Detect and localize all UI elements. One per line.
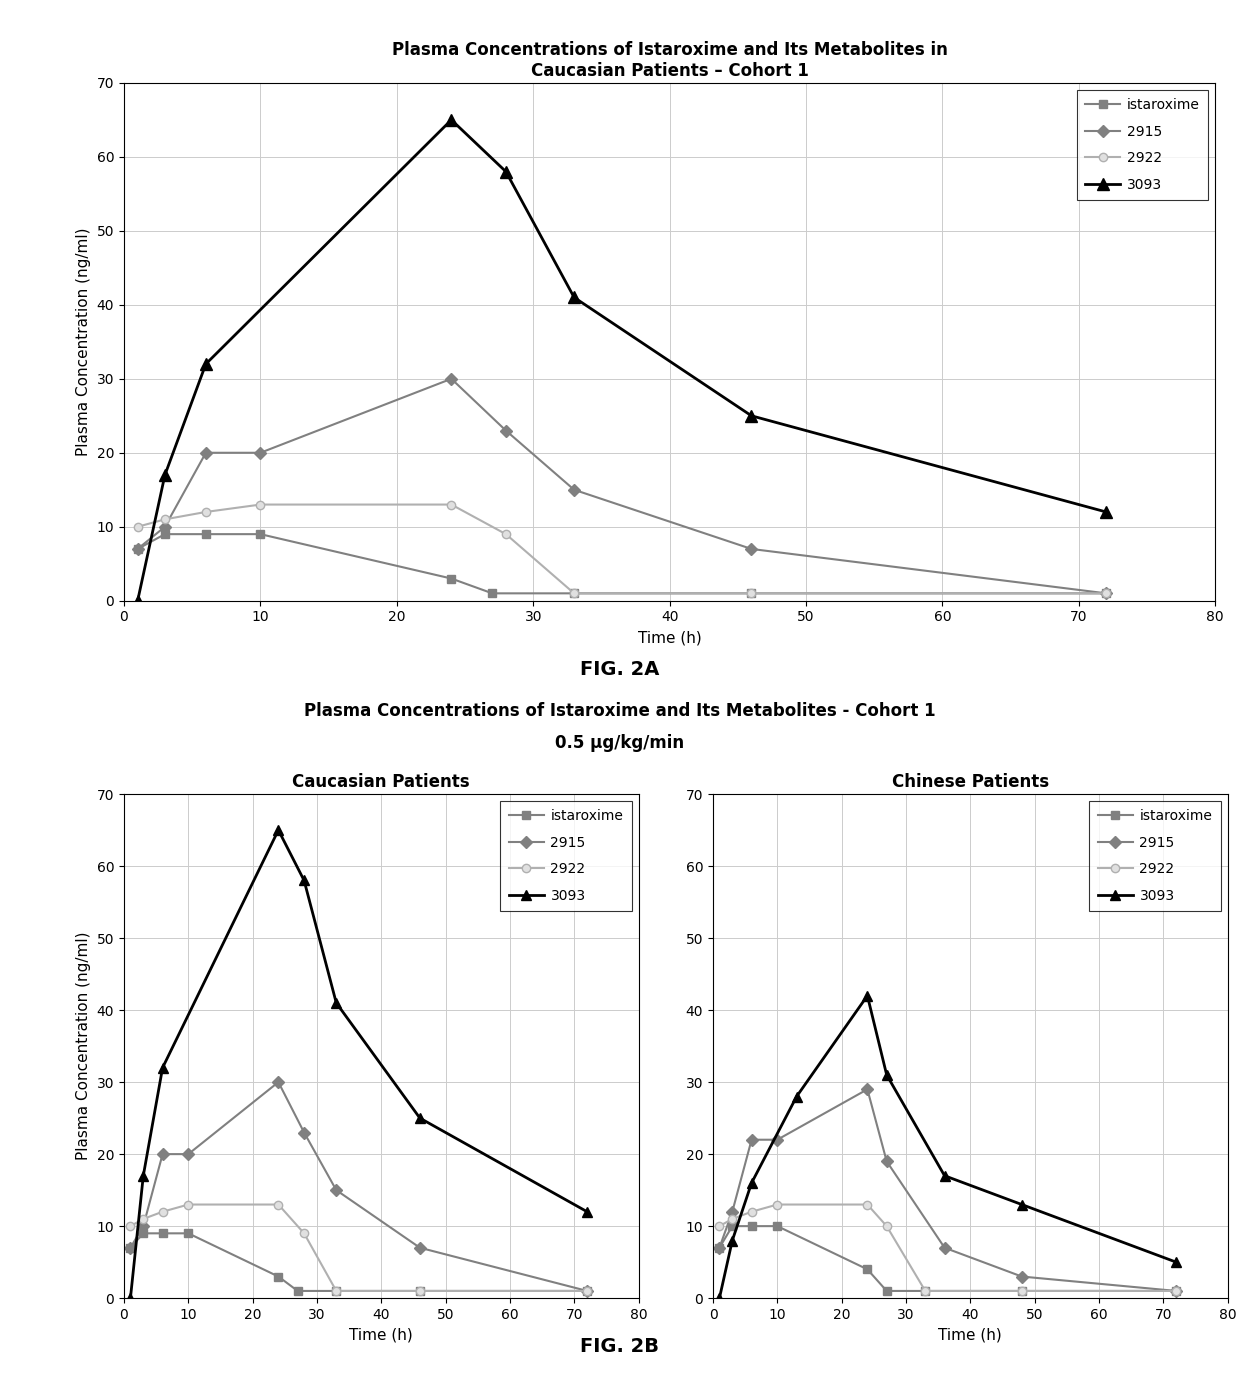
- Text: Plasma Concentrations of Istaroxime and Its Metabolites - Cohort 1: Plasma Concentrations of Istaroxime and …: [304, 702, 936, 721]
- Legend: istaroxime, 2915, 2922, 3093: istaroxime, 2915, 2922, 3093: [501, 801, 631, 911]
- Text: 0.5 μg/kg/min: 0.5 μg/kg/min: [556, 733, 684, 753]
- Y-axis label: Plasma Concentration (ng/ml): Plasma Concentration (ng/ml): [76, 932, 91, 1160]
- Y-axis label: Plasma Concentration (ng/ml): Plasma Concentration (ng/ml): [76, 228, 91, 456]
- Text: FIG. 2A: FIG. 2A: [580, 660, 660, 679]
- Text: FIG. 2B: FIG. 2B: [580, 1337, 660, 1356]
- Title: Plasma Concentrations of Istaroxime and Its Metabolites in
Caucasian Patients – : Plasma Concentrations of Istaroxime and …: [392, 41, 947, 80]
- X-axis label: Time (h): Time (h): [350, 1327, 413, 1342]
- Title: Caucasian Patients: Caucasian Patients: [293, 773, 470, 791]
- Legend: istaroxime, 2915, 2922, 3093: istaroxime, 2915, 2922, 3093: [1090, 801, 1220, 911]
- X-axis label: Time (h): Time (h): [939, 1327, 1002, 1342]
- Title: Chinese Patients: Chinese Patients: [892, 773, 1049, 791]
- Legend: istaroxime, 2915, 2922, 3093: istaroxime, 2915, 2922, 3093: [1078, 90, 1208, 200]
- X-axis label: Time (h): Time (h): [637, 630, 702, 645]
